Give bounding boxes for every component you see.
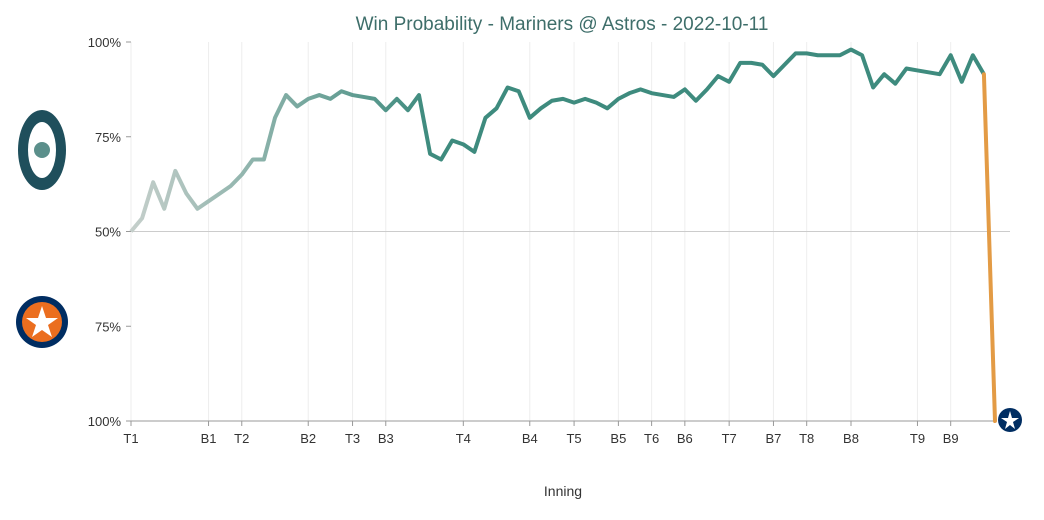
x-tick-label: B7 xyxy=(766,431,782,446)
x-tick-label: T7 xyxy=(722,431,737,446)
win-prob-line xyxy=(129,47,986,233)
x-tick-label: T8 xyxy=(799,431,814,446)
x-tick-label: T5 xyxy=(566,431,581,446)
y-tick-label: 75% xyxy=(95,319,121,334)
chart-title: Win Probability - Mariners @ Astros - 20… xyxy=(356,14,769,35)
x-tick-label: T9 xyxy=(910,431,925,446)
y-tick-label: 100% xyxy=(88,414,122,429)
x-tick-label: B1 xyxy=(201,431,217,446)
x-tick-label: B9 xyxy=(943,431,959,446)
x-tick-label: T2 xyxy=(234,431,249,446)
x-tick-label: B5 xyxy=(610,431,626,446)
x-tick-label: B3 xyxy=(378,431,394,446)
x-tick-label: T6 xyxy=(644,431,659,446)
x-tick-label: B8 xyxy=(843,431,859,446)
x-tick-label: B6 xyxy=(677,431,693,446)
x-tick-label: T4 xyxy=(456,431,471,446)
y-tick-label: 100% xyxy=(88,35,122,50)
mariners-logo xyxy=(18,110,66,190)
y-tick-label: 75% xyxy=(95,130,121,145)
x-tick-label: B4 xyxy=(522,431,538,446)
x-tick-label: B2 xyxy=(300,431,316,446)
final-segment xyxy=(981,72,997,423)
x-tick-label: T1 xyxy=(123,431,138,446)
astros-logo xyxy=(16,296,68,348)
x-tick-label: T3 xyxy=(345,431,360,446)
y-tick-label: 50% xyxy=(95,225,121,240)
astros-end-icon xyxy=(998,408,1022,432)
x-axis-label: Inning xyxy=(544,483,582,499)
